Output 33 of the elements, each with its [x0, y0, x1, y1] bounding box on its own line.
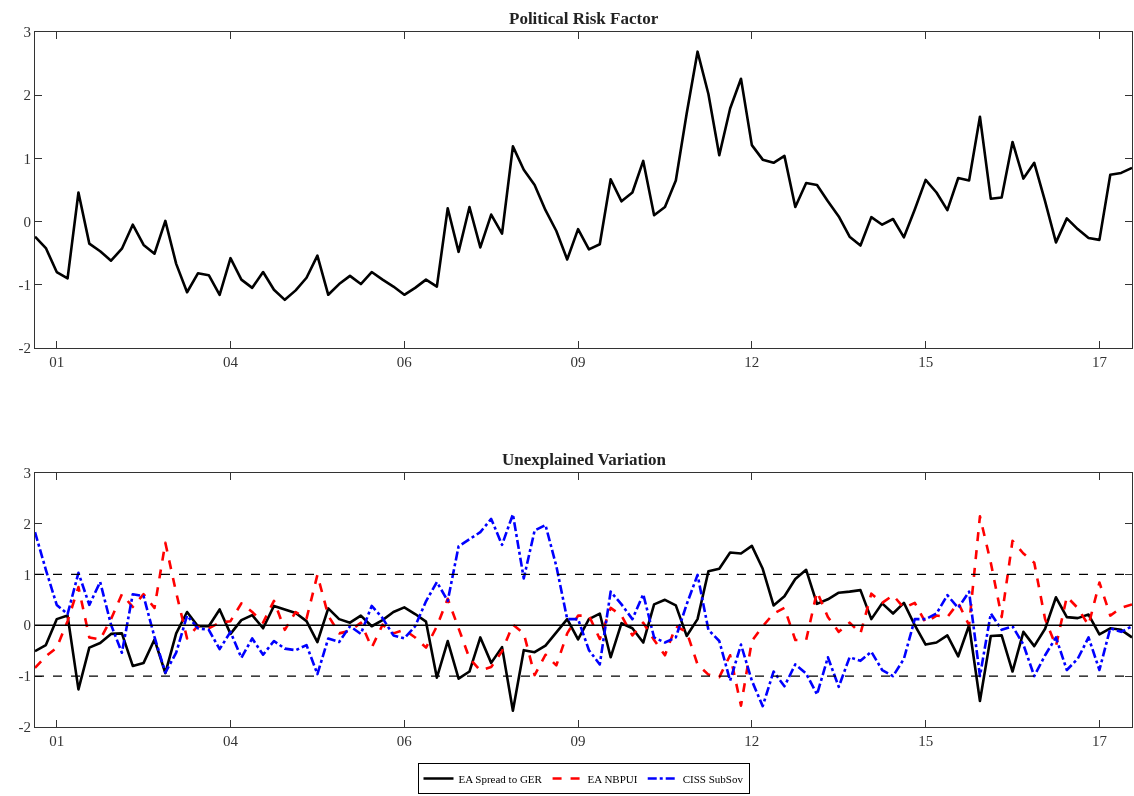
x-tick-label: 12 — [744, 733, 760, 749]
x-tick-label: 15 — [918, 733, 934, 749]
line-series — [35, 544, 1132, 713]
x-tick-label: 04 — [223, 733, 239, 749]
x-tick-label: 15 — [918, 353, 934, 370]
y-tick-label: 2 — [23, 515, 31, 532]
x-tick-label: 09 — [570, 353, 586, 370]
x-tick-label: 17 — [1091, 733, 1108, 749]
chart-title: Unexplained Variation — [502, 450, 667, 469]
x-tick-label: 09 — [570, 733, 586, 749]
y-tick-label: 0 — [23, 617, 31, 634]
x-tick-label: 01 — [49, 733, 65, 749]
legend-label: EA Spread to GER — [458, 772, 543, 785]
y-tick-label: 0 — [23, 213, 31, 230]
x-tick-label: 12 — [744, 353, 760, 370]
y-tick-label: -2 — [18, 719, 31, 736]
y-tick-label: 3 — [23, 464, 31, 481]
y-tick-label: -2 — [18, 340, 31, 357]
y-tick-label: 2 — [23, 87, 31, 104]
y-tick-label: 1 — [23, 150, 31, 167]
x-tick-label: 17 — [1091, 353, 1108, 370]
legend-label: EA NBPUI — [587, 772, 638, 785]
y-tick-label: -1 — [18, 668, 31, 685]
y-tick-label: -1 — [18, 276, 31, 293]
line-series — [35, 50, 1132, 302]
y-tick-label: 3 — [23, 24, 31, 41]
chart-title: Political Risk Factor — [509, 9, 659, 28]
x-tick-label: 06 — [396, 353, 413, 370]
x-tick-label: 06 — [396, 733, 413, 749]
x-tick-label: 04 — [223, 353, 239, 370]
y-tick-label: 1 — [23, 566, 31, 583]
x-tick-label: 01 — [49, 353, 65, 370]
legend-label: CISS SubSov — [682, 772, 744, 785]
